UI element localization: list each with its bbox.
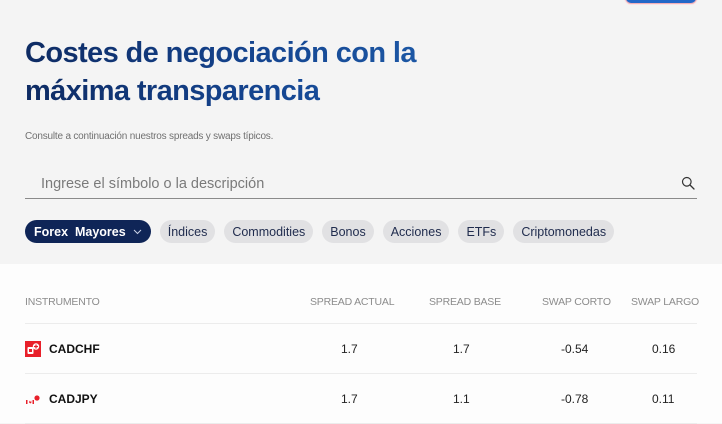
- tab-label: Acciones: [390, 224, 442, 239]
- spread-actual-value: 1.7: [341, 342, 358, 356]
- tab-etfs[interactable]: ETFs: [458, 220, 505, 243]
- column-header-instrumento: INSTRUMENTO: [25, 296, 100, 308]
- table-header: INSTRUMENTO SPREAD ACTUAL SPREAD BASE SW…: [25, 296, 700, 310]
- search-bar: [25, 170, 697, 199]
- tab-acciones[interactable]: Acciones: [382, 220, 450, 243]
- search-icon[interactable]: [681, 176, 695, 190]
- table-row[interactable]: CADCHF 1.7 1.7 -0.54 0.16: [25, 323, 697, 373]
- tab-label: Commodities: [232, 224, 306, 239]
- page-title: Costes de negociación con la máxima tran…: [25, 34, 445, 110]
- column-header-swap-largo: SWAP LARGO: [631, 296, 700, 308]
- cad-chf-flag-icon: [25, 341, 41, 357]
- hero-section: Costes de negociación con la máxima tran…: [25, 0, 697, 243]
- swap-corto-value: -0.54: [561, 342, 589, 356]
- spread-base-value: 1.1: [453, 392, 470, 406]
- column-header-spread-actual: SPREAD ACTUAL: [310, 296, 395, 308]
- cad-jpy-flag-icon: [26, 395, 40, 404]
- tab-label: Bonos: [330, 224, 366, 239]
- search-input[interactable]: [41, 172, 661, 196]
- tab-label: Índices: [167, 224, 208, 239]
- table-row[interactable]: CADJPY 1.7 1.1 -0.78 0.11: [25, 373, 697, 423]
- tab-label: Criptomonedas: [521, 224, 607, 239]
- column-header-swap-corto: SWAP CORTO: [542, 296, 611, 308]
- chevron-down-icon: [133, 229, 142, 234]
- swap-largo-value: 0.16: [652, 342, 676, 356]
- tab-forex-mayores[interactable]: Forex Mayores: [25, 220, 151, 243]
- tab-criptomonedas[interactable]: Criptomonedas: [513, 220, 615, 243]
- page-subtitle: Consulte a continuación nuestros spreads…: [25, 131, 274, 142]
- instrument-symbol: CADJPY: [49, 392, 98, 406]
- instrument-symbol: CADCHF: [49, 342, 100, 356]
- column-header-spread-base: SPREAD BASE: [429, 296, 501, 308]
- tab-label: ETFs: [466, 224, 497, 239]
- swap-corto-value: -0.78: [561, 392, 589, 406]
- tab-commodities[interactable]: Commodities: [224, 220, 314, 243]
- spread-actual-value: 1.7: [341, 392, 358, 406]
- instruments-table: INSTRUMENTO SPREAD ACTUAL SPREAD BASE SW…: [0, 264, 722, 424]
- category-tabs: Forex Mayores Índices Commodities Bonos …: [25, 220, 615, 243]
- swap-largo-value: 0.11: [652, 392, 675, 406]
- top-button[interactable]: [625, 0, 697, 4]
- tab-bonos[interactable]: Bonos: [322, 220, 374, 243]
- tab-label: Forex Mayores: [34, 224, 126, 239]
- tab-indices[interactable]: Índices: [159, 220, 216, 243]
- spread-base-value: 1.7: [453, 342, 470, 356]
